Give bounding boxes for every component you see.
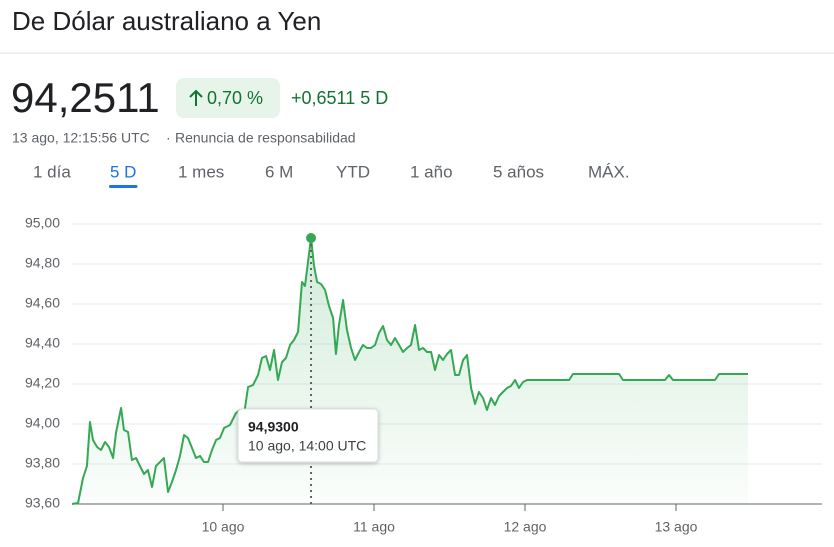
y-tick-label: 94,40 [25, 335, 60, 351]
price: 94,2511 [11, 74, 160, 121]
price-line [71, 237, 749, 505]
y-tick-label: 93,80 [25, 455, 60, 471]
y-tick-label: 93,60 [25, 495, 60, 511]
disclaimer[interactable]: Renuncia de responsabilidad [175, 130, 356, 146]
change-badge [176, 78, 280, 118]
y-tick-label: 94,00 [25, 415, 60, 431]
tab[interactable]: 5 D [110, 162, 136, 181]
tooltip-time: 10 ago, 14:00 UTC [248, 438, 366, 454]
x-tick-label: 13 ago [655, 519, 698, 535]
x-tick-label: 12 ago [504, 519, 547, 535]
change-percent: 0,70 % [207, 88, 263, 108]
separator: · [166, 130, 171, 146]
tab[interactable]: YTD [336, 162, 370, 181]
y-tick-label: 94,20 [25, 375, 60, 391]
timestamp: 13 ago, 12:15:56 UTC [12, 130, 150, 146]
x-tick-label: 11 ago [353, 519, 395, 535]
highlight-point [306, 233, 317, 243]
y-tick-label: 94,60 [25, 295, 60, 311]
tab[interactable]: 5 años [493, 162, 544, 181]
up-arrow-icon [189, 89, 203, 106]
tab[interactable]: 1 mes [178, 162, 224, 181]
chart: 93,60 93,80 94,00 94,20 94,40 94,60 94,80 95,00… [25, 215, 822, 535]
tab-underline [109, 185, 138, 188]
tab[interactable]: MÁX. [588, 162, 630, 181]
tooltip-value: 94,9300 [248, 419, 299, 435]
tooltip [237, 408, 379, 463]
y-tick-label: 95,00 [25, 215, 60, 231]
tabs: 1 día 5 D 1 mes 6 M YTD 1 año 5 años MÁX. [33, 162, 630, 188]
tab[interactable]: 1 año [410, 162, 453, 181]
x-tick-label: 10 ago [202, 519, 245, 535]
change-period: +0,6511 5 D [291, 88, 388, 108]
y-tick-label: 94,80 [25, 255, 60, 271]
tab[interactable]: 6 M [265, 162, 293, 181]
tab[interactable]: 1 día [33, 162, 71, 181]
title: De Dólar australiano a Yen [12, 6, 321, 36]
